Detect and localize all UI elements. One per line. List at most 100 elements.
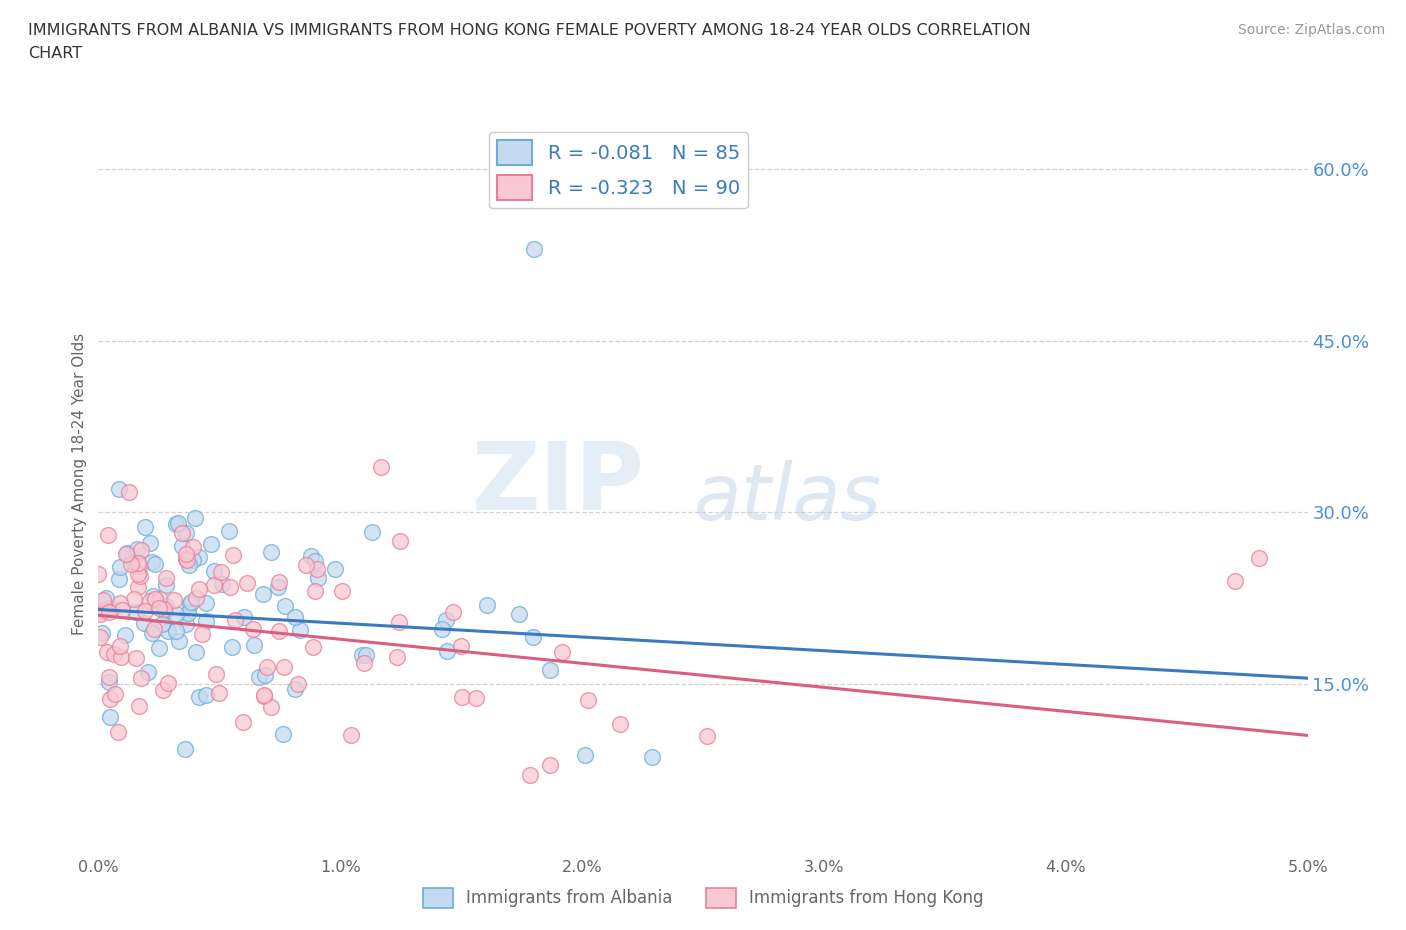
Point	[91, 625, 114, 640]
Point	[295, 557, 318, 572]
Point	[254, 668, 277, 683]
Point	[153, 604, 176, 618]
Point	[165, 623, 187, 638]
Point	[253, 687, 276, 702]
Point	[641, 750, 664, 764]
Point	[179, 596, 201, 611]
Point	[441, 604, 464, 619]
Point	[284, 609, 307, 624]
Point	[127, 579, 149, 594]
Point	[186, 591, 208, 605]
Point	[132, 616, 155, 631]
Point	[522, 630, 544, 644]
Point	[97, 601, 120, 616]
Point	[110, 649, 132, 664]
Point	[174, 617, 197, 631]
Point	[354, 647, 377, 662]
Point	[302, 639, 325, 654]
Point	[252, 586, 274, 601]
Point	[127, 541, 149, 556]
Point	[98, 710, 121, 724]
Point	[141, 626, 163, 641]
Point	[256, 659, 278, 674]
Point	[339, 727, 361, 742]
Point	[143, 556, 166, 571]
Point	[202, 578, 225, 592]
Point	[388, 615, 411, 630]
Point	[385, 650, 408, 665]
Point	[299, 549, 322, 564]
Point	[111, 603, 134, 618]
Point	[87, 604, 110, 618]
Point	[574, 748, 596, 763]
Point	[163, 592, 186, 607]
Point	[247, 670, 270, 684]
Text: IMMIGRANTS FROM ALBANIA VS IMMIGRANTS FROM HONG KONG FEMALE POVERTY AMONG 18-24 : IMMIGRANTS FROM ALBANIA VS IMMIGRANTS FR…	[28, 23, 1031, 38]
Point	[148, 600, 170, 615]
Point	[243, 637, 266, 652]
Point	[127, 555, 149, 570]
Point	[155, 578, 177, 592]
Point	[96, 591, 118, 605]
Text: ZIP: ZIP	[471, 438, 644, 529]
Point	[121, 550, 143, 565]
Point	[149, 591, 172, 606]
Point	[465, 691, 488, 706]
Point	[269, 623, 291, 638]
Point	[170, 525, 193, 540]
Point	[221, 639, 243, 654]
Point	[96, 644, 118, 659]
Point	[114, 627, 136, 642]
Point	[450, 638, 472, 653]
Point	[134, 520, 156, 535]
Point	[165, 607, 187, 622]
Point	[134, 604, 156, 618]
Point	[1249, 551, 1271, 565]
Y-axis label: Female Poverty Among 18-24 Year Olds: Female Poverty Among 18-24 Year Olds	[72, 333, 87, 635]
Point	[136, 665, 159, 680]
Point	[97, 670, 120, 684]
Point	[108, 571, 131, 586]
Point	[304, 583, 326, 598]
Point	[173, 742, 195, 757]
Point	[125, 651, 148, 666]
Point	[194, 613, 217, 628]
Text: Source: ZipAtlas.com: Source: ZipAtlas.com	[1237, 23, 1385, 37]
Point	[232, 714, 254, 729]
Point	[267, 579, 290, 594]
Point	[156, 623, 179, 638]
Point	[89, 630, 111, 644]
Point	[122, 555, 145, 570]
Point	[93, 603, 115, 618]
Point	[172, 538, 194, 553]
Point	[233, 610, 256, 625]
Point	[1223, 574, 1246, 589]
Point	[218, 524, 240, 538]
Text: CHART: CHART	[28, 46, 82, 61]
Text: atlas: atlas	[693, 460, 882, 537]
Point	[475, 597, 498, 612]
Point	[194, 687, 217, 702]
Point	[108, 560, 131, 575]
Point	[165, 516, 187, 531]
Point	[98, 604, 121, 619]
Point	[107, 724, 129, 739]
Point	[125, 604, 148, 619]
Point	[271, 726, 294, 741]
Point	[388, 534, 411, 549]
Point	[508, 607, 530, 622]
Point	[156, 676, 179, 691]
Point	[181, 553, 204, 568]
Point	[361, 525, 384, 539]
Point	[550, 644, 572, 659]
Point	[436, 644, 458, 658]
Point	[609, 717, 631, 732]
Point	[190, 626, 212, 641]
Point	[218, 579, 240, 594]
Point	[108, 595, 131, 610]
Point	[283, 682, 305, 697]
Point	[211, 577, 233, 591]
Point	[180, 594, 202, 609]
Point	[200, 537, 222, 551]
Point	[287, 677, 309, 692]
